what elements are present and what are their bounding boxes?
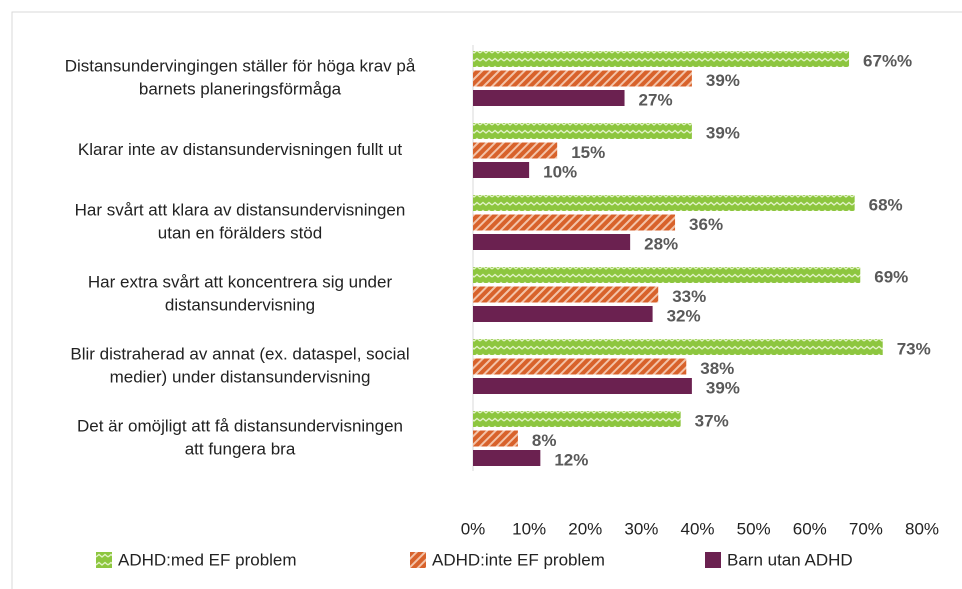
category-label: distansundervisning xyxy=(165,295,315,314)
value-label: 67%% xyxy=(863,51,912,70)
value-label: 73% xyxy=(897,339,931,358)
category-label: Har svårt att klara av distansundervisni… xyxy=(75,200,406,219)
value-label: 39% xyxy=(706,123,740,142)
value-label: 15% xyxy=(571,143,605,162)
x-tick-label: 40% xyxy=(680,519,714,538)
value-label: 69% xyxy=(874,267,908,286)
value-label: 27% xyxy=(639,90,673,109)
bar xyxy=(473,339,883,355)
bar xyxy=(473,90,625,106)
bar xyxy=(473,51,850,67)
bar xyxy=(473,430,518,447)
category-label: att fungera bra xyxy=(185,439,296,458)
x-tick-label: 80% xyxy=(905,519,939,538)
category-label: Det är omöjligt att få distansundervisni… xyxy=(77,416,403,435)
bar xyxy=(473,378,692,394)
category-label: medier) under distansundervisning xyxy=(110,367,371,386)
legend-swatch xyxy=(96,552,112,568)
bar xyxy=(473,195,855,211)
value-label: 36% xyxy=(689,215,723,234)
bar xyxy=(473,142,558,159)
value-label: 32% xyxy=(667,306,701,325)
value-label: 12% xyxy=(554,450,588,469)
value-label: 8% xyxy=(532,431,557,450)
legend-swatch xyxy=(410,552,426,568)
value-label: 39% xyxy=(706,71,740,90)
category-label: Blir distraherad av annat (ex. dataspel,… xyxy=(70,344,409,363)
bar xyxy=(473,306,653,322)
legend-label: ADHD:med EF problem xyxy=(118,550,297,569)
legend-swatch xyxy=(705,552,721,568)
x-tick-label: 30% xyxy=(624,519,658,538)
bar xyxy=(473,450,541,466)
bar xyxy=(473,123,692,139)
bar xyxy=(473,358,687,375)
value-label: 39% xyxy=(706,378,740,397)
bar xyxy=(473,267,861,283)
x-tick-label: 10% xyxy=(512,519,546,538)
x-tick-label: 0% xyxy=(461,519,486,538)
bar xyxy=(473,411,681,427)
x-tick-label: 20% xyxy=(568,519,602,538)
category-label: Distansundervingingen ställer för höga k… xyxy=(65,56,416,75)
value-label: 33% xyxy=(672,287,706,306)
frame xyxy=(11,11,962,589)
x-tick-label: 50% xyxy=(737,519,771,538)
x-tick-label: 70% xyxy=(849,519,883,538)
category-label: Klarar inte av distansundervisningen ful… xyxy=(78,140,402,159)
legend-label: Barn utan ADHD xyxy=(727,550,853,569)
value-label: 38% xyxy=(700,359,734,378)
bar xyxy=(473,286,659,303)
value-label: 28% xyxy=(644,234,678,253)
bar xyxy=(473,214,676,231)
category-label: barnets planeringsförmåga xyxy=(139,79,342,98)
value-label: 37% xyxy=(695,411,729,430)
bar xyxy=(473,162,530,178)
x-tick-label: 60% xyxy=(793,519,827,538)
category-label: Har extra svårt att koncentrera sig unde… xyxy=(88,272,393,291)
category-label: utan en förälders stöd xyxy=(158,223,322,242)
value-label: 68% xyxy=(869,195,903,214)
bar xyxy=(473,234,631,250)
legend-label: ADHD:inte EF problem xyxy=(432,550,605,569)
bar xyxy=(473,70,692,87)
value-label: 10% xyxy=(543,162,577,181)
